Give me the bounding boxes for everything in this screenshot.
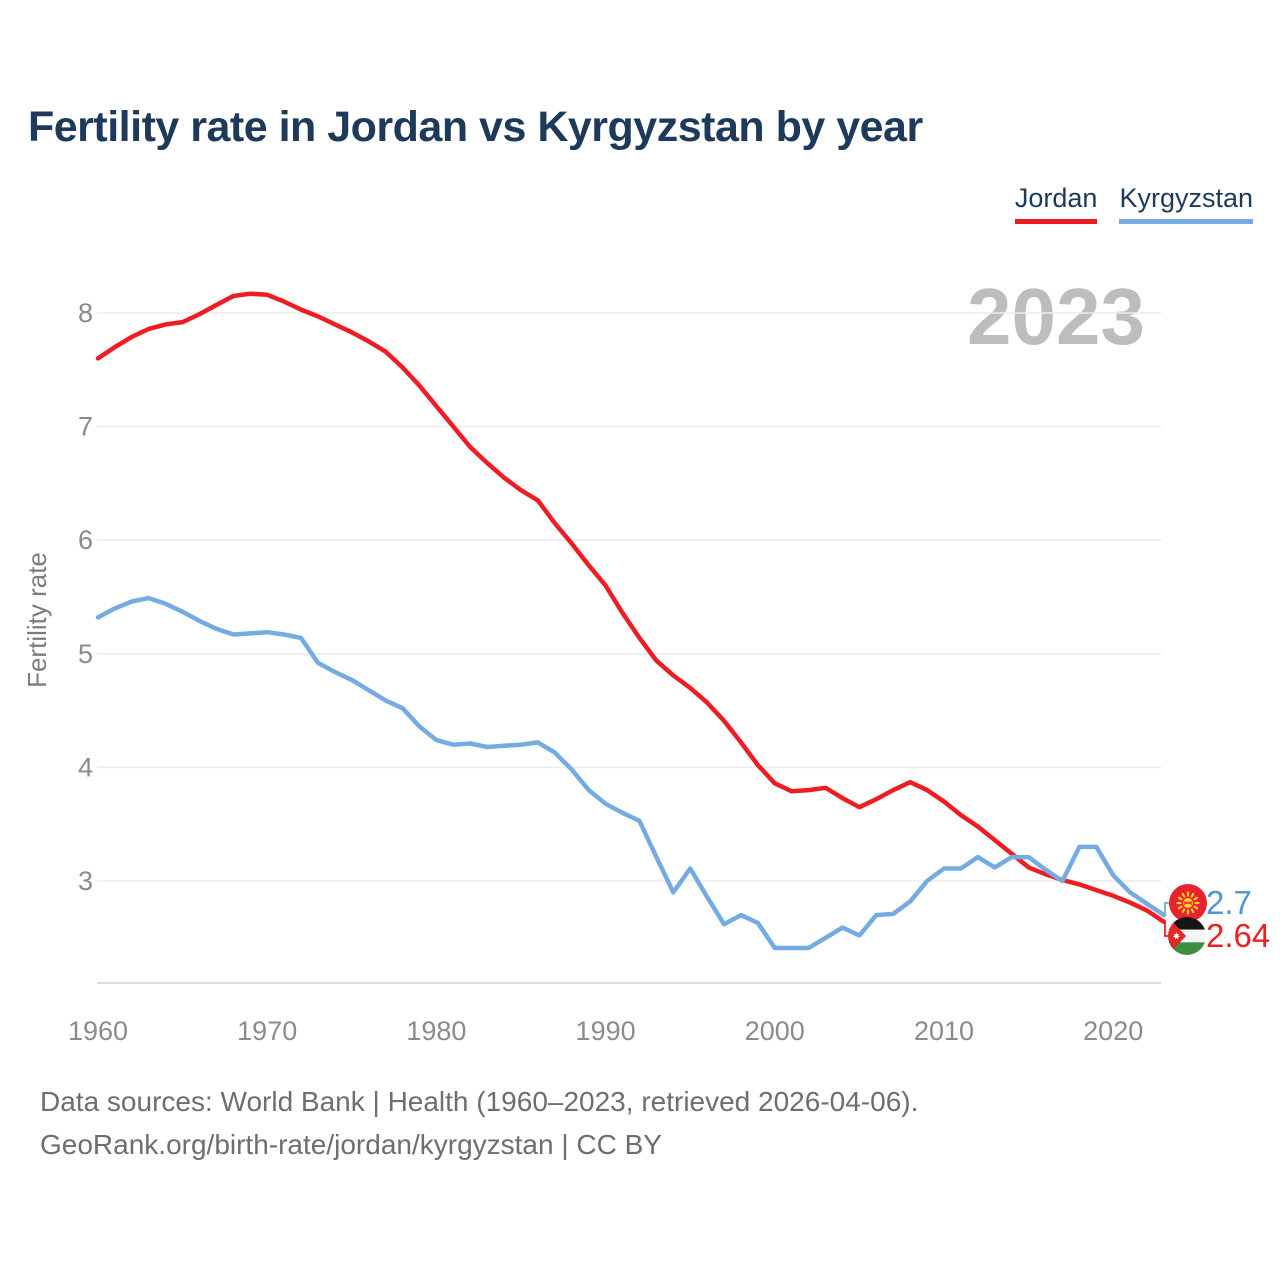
x-tick-label-1970: 1970: [237, 1016, 297, 1046]
jordan-flag-icon: [1168, 917, 1206, 955]
footer: Data sources: World Bank | Health (1960–…: [40, 1080, 918, 1166]
sun-ray: [1190, 908, 1195, 914]
kyrgyzstan-connector: [1164, 902, 1169, 916]
legend-item-jordan[interactable]: Jordan: [1014, 183, 1098, 224]
page-title: Fertility rate in Jordan vs Kyrgyzstan b…: [28, 103, 923, 151]
sun-ray: [1181, 908, 1186, 914]
jordan-connector: [1164, 921, 1168, 937]
sun-ray: [1177, 896, 1183, 901]
x-tick-label-1990: 1990: [576, 1016, 636, 1046]
sun-ray: [1177, 905, 1183, 910]
x-tick-label-2020: 2020: [1083, 1016, 1143, 1046]
y-axis-title: Fertility rate: [22, 552, 52, 688]
y-tick-label-5: 5: [78, 639, 93, 669]
sun-ray: [1181, 892, 1186, 898]
y-tick-label-4: 4: [78, 752, 93, 782]
jordan-black-band: [1168, 917, 1206, 930]
x-tick-label-1960: 1960: [68, 1016, 128, 1046]
y-tick-label-3: 3: [78, 866, 93, 896]
footer-attribution-line: GeoRank.org/birth-rate/jordan/kyrgyzstan…: [40, 1129, 662, 1160]
y-tick-label-6: 6: [78, 525, 93, 555]
year-watermark: 2023: [967, 272, 1145, 361]
legend: Jordan Kyrgyzstan: [1014, 183, 1253, 224]
footer-sources-line: Data sources: World Bank | Health (1960–…: [40, 1086, 919, 1117]
x-tick-label-2010: 2010: [914, 1016, 974, 1046]
sun-ray: [1193, 905, 1199, 910]
kyrgyzstan-flag-icon: [1169, 884, 1207, 922]
jordan-line[interactable]: [95, 291, 1167, 925]
kyrgyzstan-end-value-label: 2.7: [1206, 884, 1252, 921]
jordan-star: [1172, 932, 1181, 940]
legend-item-kyrgyzstan[interactable]: Kyrgyzstan: [1119, 183, 1253, 224]
sun-ray: [1193, 896, 1199, 901]
sun-ray: [1190, 892, 1195, 898]
x-tick-label-2000: 2000: [745, 1016, 805, 1046]
kyrgyzstan-line[interactable]: [95, 595, 1167, 951]
y-tick-label-8: 8: [78, 298, 93, 328]
y-tick-label-7: 7: [78, 412, 93, 442]
x-tick-label-1980: 1980: [406, 1016, 466, 1046]
jordan-end-value-label: 2.64: [1206, 917, 1270, 954]
tunduk-arc: [1183, 902, 1193, 906]
jordan-green-band: [1168, 942, 1206, 955]
